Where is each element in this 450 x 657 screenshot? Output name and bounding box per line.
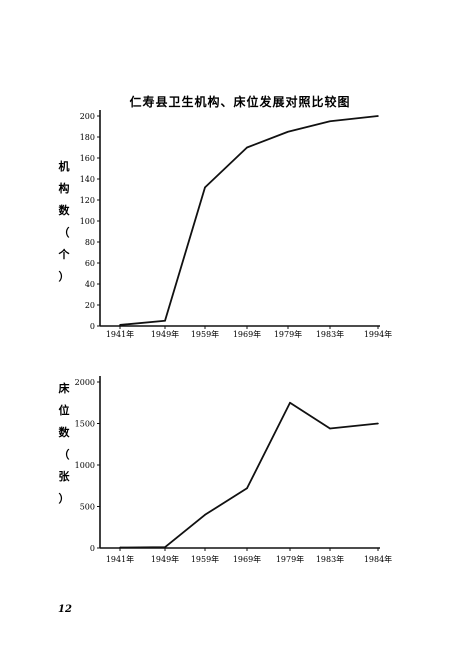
chart2-x-tick-label: 1949年 <box>151 554 179 564</box>
chart1-x-tick-label: 1941年 <box>106 329 134 339</box>
chart2-y-tick-label: 2000 <box>75 378 95 387</box>
chart1-data-point <box>119 324 121 326</box>
chart2-y-axis-label-char: 张 <box>59 469 71 483</box>
chart1-y-tick-label: 80 <box>85 238 95 247</box>
chart1-x-tick-label: 1979年 <box>274 329 302 339</box>
chart2-x-tick-label: 1941年 <box>106 554 134 564</box>
chart2-series-line <box>119 401 379 549</box>
chart2-y-axis-label-char: （ <box>59 448 70 461</box>
chart1-x-tick-label: 1969年 <box>233 329 261 339</box>
chart2-data-point <box>204 514 206 516</box>
chart1-y-tick-label: 200 <box>80 112 95 121</box>
chart2-y-tick-label: 1000 <box>75 461 95 470</box>
chart2-y-tick-label: 500 <box>80 503 95 512</box>
chart1-y-tick-label: 160 <box>80 154 95 163</box>
chart1-data-point <box>377 115 379 117</box>
chart1-data-point <box>246 146 248 149</box>
chart2-y-axis-label-char: 床 <box>59 381 71 395</box>
chart1-y-tick-label: 20 <box>85 301 95 310</box>
chart1-y-axis-label-char: 构 <box>59 181 70 195</box>
chart2-data-point <box>246 487 248 490</box>
chart1-y-tick-label: 120 <box>80 196 95 205</box>
chart1-x-tick-label: 1959年 <box>191 329 219 339</box>
chart1-y-axis-label-char: （ <box>59 226 70 239</box>
chart2-y-tick-label: 1500 <box>75 420 95 429</box>
chart2-y-tick-label: 0 <box>90 544 95 553</box>
chart1-y-axis-label-char: ） <box>59 270 70 283</box>
chart2-data-point <box>289 401 291 404</box>
chart1-y-axis-label-char: 机 <box>59 159 70 173</box>
page-number: 12 <box>58 604 72 615</box>
chart2-y-axis-label-char: 数 <box>59 425 71 439</box>
chart1-y-axis-label-char: 个 <box>58 247 71 261</box>
chart1-x-tick-label: 1983年 <box>316 329 344 339</box>
chart1-title: 仁寿县卫生机构、床位发展对照比较图 <box>129 94 350 109</box>
chart1-series-line <box>119 115 379 326</box>
chart1-data-point <box>204 186 206 189</box>
chart1-y-tick-label: 180 <box>80 133 95 142</box>
chart2-x-tick-label: 1984年 <box>364 554 392 564</box>
chart2-x-tick-label: 1959年 <box>191 554 219 564</box>
chart1-y-tick-label: 60 <box>85 259 95 268</box>
chart1-y-tick-label: 0 <box>90 322 95 331</box>
chart1-data-point <box>329 120 331 123</box>
chart1-y-axis-label-char: 数 <box>59 203 71 217</box>
chart1-data-point <box>164 319 166 322</box>
chart2-x-tick-label: 1979年 <box>276 554 304 564</box>
chart1-data-point <box>287 130 289 133</box>
chart1-x-tick-label: 1949年 <box>151 329 179 339</box>
chart1-y-tick-label: 100 <box>80 217 95 226</box>
chart1-y-tick-label: 40 <box>85 280 95 289</box>
chart2-y-axis-label-char: 位 <box>59 403 70 417</box>
chart2-data-point <box>164 546 166 548</box>
chart2-x-tick-label: 1969年 <box>233 554 261 564</box>
chart2-x-tick-label: 1983年 <box>316 554 344 564</box>
chart2-y-axis-label-char: ） <box>59 492 70 505</box>
chart2-data-point <box>377 422 379 425</box>
chart1-x-tick-label: 1994年 <box>364 329 392 339</box>
chart1-y-tick-label: 140 <box>80 175 95 184</box>
chart2-data-point <box>329 427 331 430</box>
chart2-data-point <box>119 546 121 549</box>
